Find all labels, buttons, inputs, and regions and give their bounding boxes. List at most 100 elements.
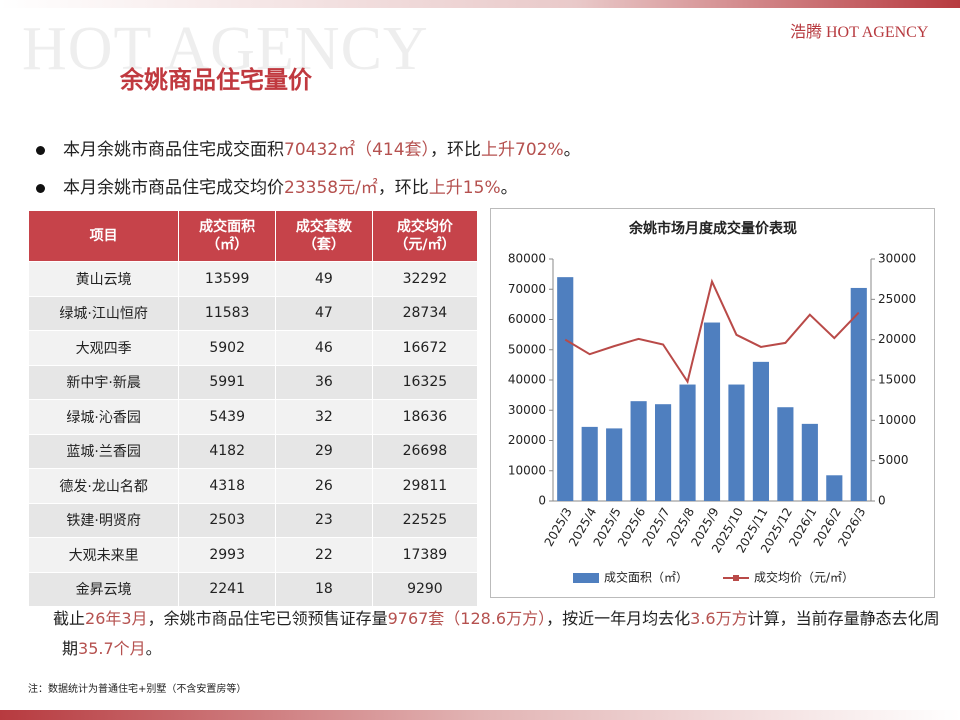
y-tick-label: 10000 [508, 463, 546, 477]
table-row: 德发·龙山名都 4318 26 29811 [29, 469, 477, 503]
bullet-text: ，按近一年月均去化 [546, 609, 691, 628]
table-cell: 18636 [372, 400, 477, 434]
table-cell: 26698 [372, 434, 477, 468]
chart: 余姚市场月度成交量价表现 0 10000 20000 30000 40000 50000 6… [508, 220, 916, 585]
y2-tick-label: 30000 [878, 252, 916, 266]
column-header: 成交面积 （㎡） [179, 211, 276, 261]
table-cell: 4182 [179, 434, 276, 468]
y-tick-label: 50000 [508, 342, 546, 356]
legend-swatch [733, 575, 739, 581]
bar [581, 426, 598, 501]
table-cell: 2503 [179, 503, 276, 537]
table-cell: 铁建·明贤府 [29, 503, 179, 537]
highlight-text: 35.7个月 [78, 639, 146, 658]
top-bar [0, 0, 960, 8]
table-cell: 22525 [372, 503, 477, 537]
bar [801, 423, 818, 501]
table-row: 绿城·江山恒府 11583 47 28734 [29, 296, 477, 330]
table-row: 金昇云境 2241 18 9290 [29, 572, 477, 606]
y-tick-label: 40000 [508, 373, 546, 387]
y-tick-label: 80000 [508, 252, 546, 266]
table-cell: 11583 [179, 296, 276, 330]
highlight-text: 上升15% [428, 178, 501, 198]
table-cell: 47 [276, 296, 372, 330]
y-tick-label: 0 [538, 494, 546, 508]
table-cell: 22 [276, 538, 372, 572]
table-cell: 金昇云境 [29, 572, 179, 606]
watermark: HOT AGENCY [22, 15, 429, 83]
table-cell: 13599 [179, 262, 276, 296]
table-cell: 32 [276, 400, 372, 434]
bar [557, 277, 574, 501]
table-cell: 49 [276, 262, 372, 296]
table-row: 大观未来里 2993 22 17389 [29, 538, 477, 572]
bar [850, 287, 867, 501]
y2-tick-label: 10000 [878, 413, 916, 427]
y2-tick-label: 20000 [878, 332, 916, 346]
highlight-text: 9767套（128.6万方） [387, 609, 547, 628]
bullet: 本月余姚市商品住宅成交均价23358元/㎡，环比上升15%。 [36, 173, 518, 198]
bullet-text: ，余姚市商品住宅已领预售证存量 [147, 609, 388, 628]
table-cell: 17389 [372, 538, 477, 572]
table-cell: 2241 [179, 572, 276, 606]
table-cell: 5991 [179, 365, 276, 399]
table-cell: 黄山云境 [29, 262, 179, 296]
table-cell: 18 [276, 572, 372, 606]
table-cell: 4318 [179, 469, 276, 503]
table-cell: 绿城·沁香园 [29, 400, 179, 434]
bullet-text: 计算，当前存量静态去化周期 [62, 609, 940, 658]
bullet-text: ，环比 [430, 140, 482, 160]
bullet-text: 截止 [53, 609, 86, 628]
table-cell: 蓝城·兰香园 [29, 434, 179, 468]
bar [826, 475, 843, 501]
table-row: 铁建·明贤府 2503 23 22525 [29, 503, 477, 537]
bullet: 本月余姚市商品住宅成交面积70432㎡（414套），环比上升702%。 [36, 135, 581, 160]
highlight-text: 26年3月 [85, 609, 148, 628]
chart-frame: 余姚市场月度成交量价表现 0 10000 20000 30000 40000 50000 6… [490, 208, 935, 598]
bullet: 截止26年3月，余姚市商品住宅已领预售证存量9767套（128.6万方），按近一… [36, 604, 952, 664]
legend-label: 成交面积（㎡） [604, 570, 688, 585]
bar [655, 404, 672, 501]
bar [703, 322, 721, 501]
brand: 浩腾 HOT AGENCY [790, 24, 929, 41]
table-cell: 28734 [372, 296, 477, 330]
chart-title: 余姚市场月度成交量价表现 [628, 220, 797, 237]
highlight-text: 上升702% [481, 140, 564, 160]
highlight-text: 70432㎡（414套） [284, 140, 431, 160]
column-header: 成交均价 （元/㎡） [372, 211, 477, 261]
table-row: 新中宇·新晨 5991 36 16325 [29, 365, 477, 399]
table-cell: 26 [276, 469, 372, 503]
y-tick-label: 70000 [508, 282, 546, 296]
bar [728, 384, 745, 501]
table-cell: 29 [276, 434, 372, 468]
table-cell: 46 [276, 331, 372, 365]
table-cell: 5439 [179, 400, 276, 434]
bar [606, 428, 623, 501]
y-tick-label: 60000 [508, 312, 546, 326]
table-row: 绿城·沁香园 5439 32 18636 [29, 400, 477, 434]
bullet-text: 本月余姚市商品住宅成交均价 [63, 178, 284, 198]
bullet-text: ，环比 [377, 178, 429, 198]
y2-tick-label: 0 [878, 494, 886, 508]
bullet-text: 。 [563, 140, 581, 160]
table-cell: 德发·龙山名都 [29, 469, 179, 503]
slide-title: 余姚商品住宅量价 [120, 66, 312, 94]
bar [752, 361, 769, 501]
table-cell: 16672 [372, 331, 477, 365]
table-cell: 29811 [372, 469, 477, 503]
bullet-text: 。 [500, 178, 518, 198]
table-cell: 大观未来里 [29, 538, 179, 572]
y2-tick-label: 25000 [878, 292, 916, 306]
legend-swatch [573, 573, 599, 583]
table-cell: 绿城·江山恒府 [29, 296, 179, 330]
table-cell: 9290 [372, 572, 477, 606]
table-cell: 32292 [372, 262, 477, 296]
y-tick-label: 20000 [508, 433, 546, 447]
bullet-text: 。 [145, 639, 162, 658]
y2-tick-label: 15000 [878, 373, 916, 387]
footnote: 注：数据统计为普通住宅+别墅（不含安置房等） [28, 684, 247, 695]
legend-label: 成交均价（元/㎡） [754, 570, 854, 585]
table-cell: 大观四季 [29, 331, 179, 365]
table-row: 黄山云境 13599 49 32292 [29, 262, 477, 296]
